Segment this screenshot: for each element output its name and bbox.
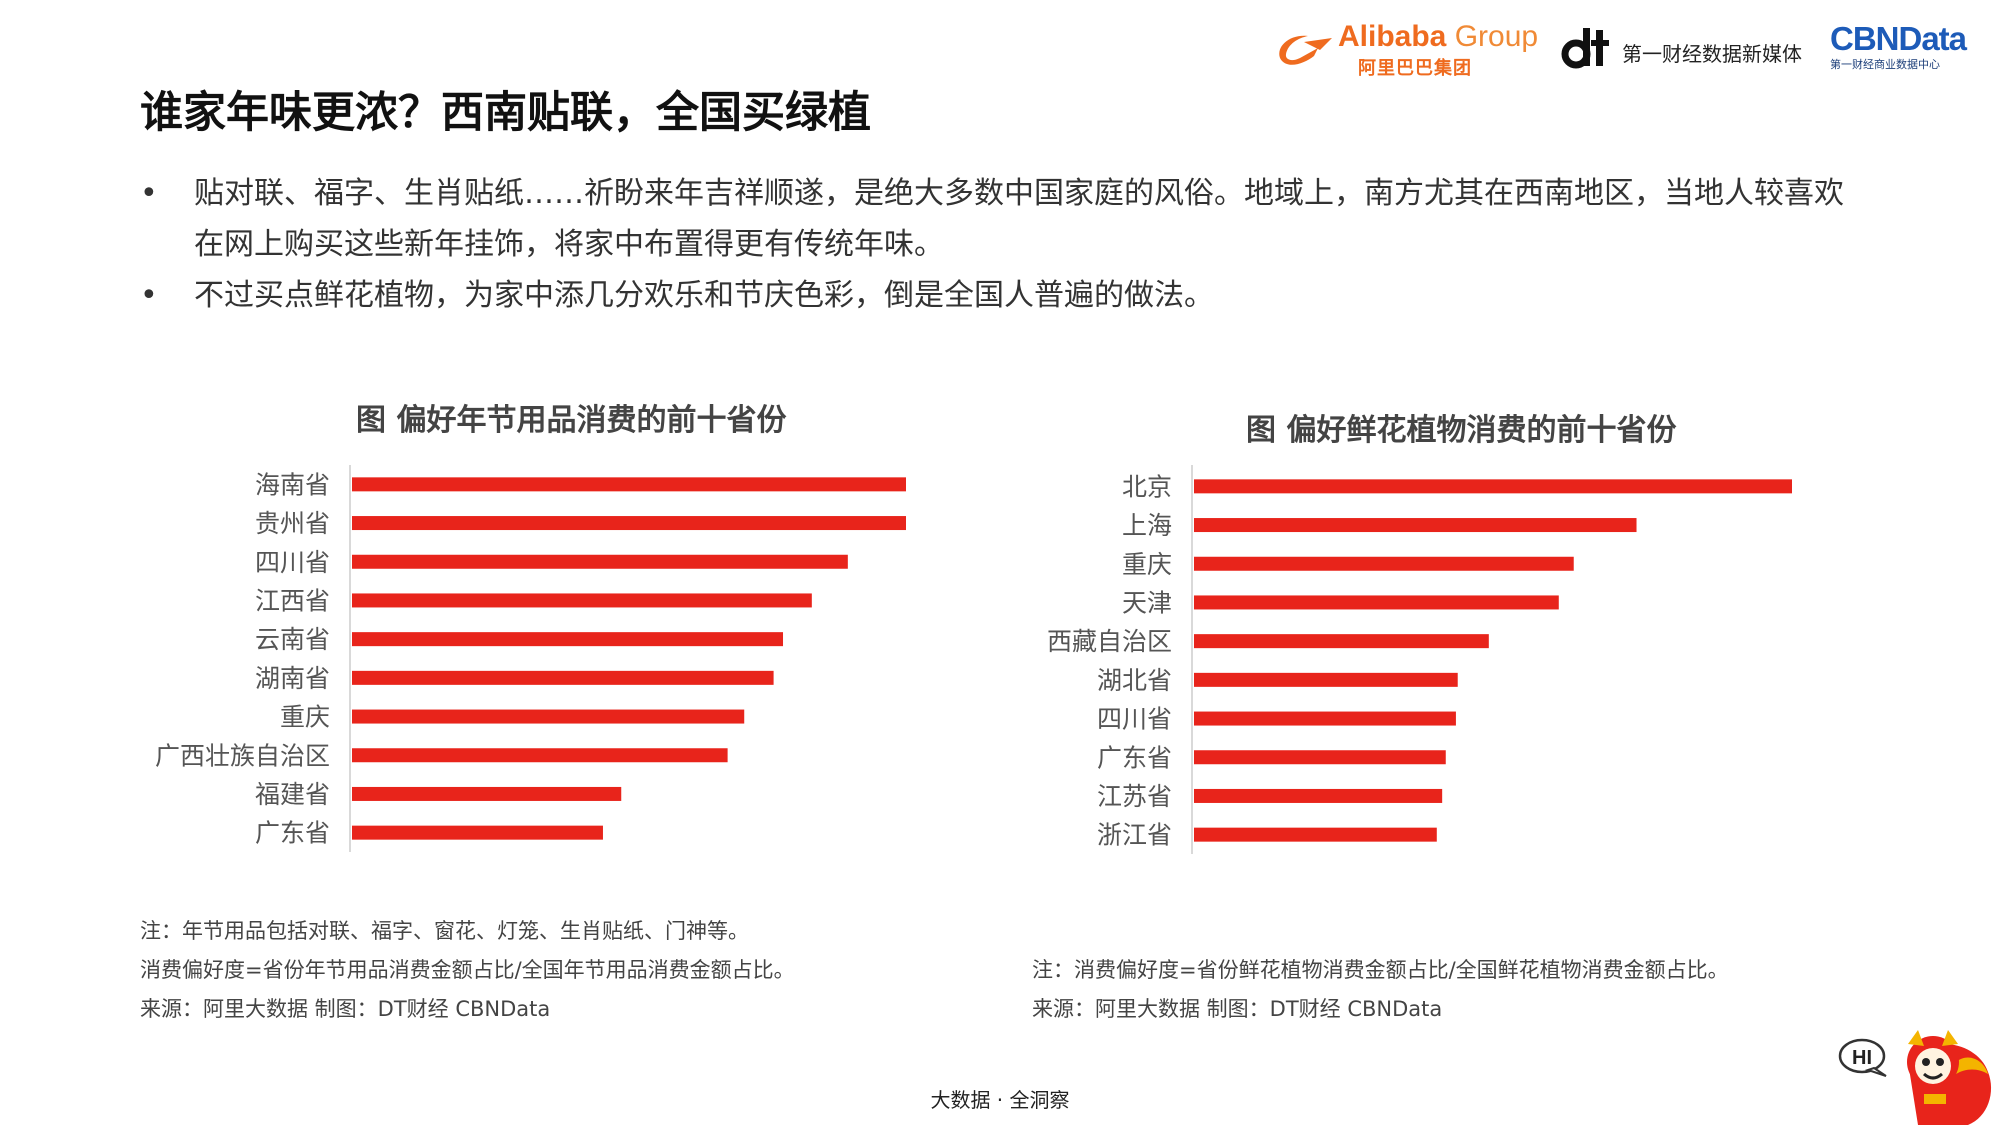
- category-label: 海南省: [255, 470, 330, 499]
- page-title: 谁家年味更浓？西南贴联，全国买绿植: [140, 88, 871, 138]
- category-label: 江西省: [255, 586, 330, 615]
- alibaba-group-logo: Alibaba Group 阿里巴巴集团: [1270, 20, 1540, 80]
- alibaba-smile-icon: [1279, 35, 1332, 65]
- dt-media-name: 第一财经数据新媒体: [1622, 42, 1802, 66]
- bullet-list: • 贴对联、福字、生肖贴纸……祈盼来年吉祥顺遂，是绝大多数中国家庭的风俗。地域上…: [140, 168, 1860, 321]
- bullet-item: • 贴对联、福字、生肖贴纸……祈盼来年吉祥顺遂，是绝大多数中国家庭的风俗。地域上…: [140, 168, 1860, 270]
- category-label: 广东省: [255, 819, 330, 848]
- cbndata-subtitle: 第一财经商业数据中心: [1830, 58, 1940, 71]
- bar: [352, 554, 848, 569]
- category-label: 广东省: [1097, 743, 1172, 772]
- cbndata-logo: CBNData 第一财经商业数据中心: [1830, 20, 1990, 80]
- lion-dance-mascot-icon: HI: [1838, 1030, 1992, 1125]
- category-label: 广西壮族自治区: [155, 741, 330, 770]
- bar: [1194, 634, 1489, 649]
- bullet-dot: •: [140, 176, 158, 211]
- bar: [1194, 750, 1446, 765]
- source-line: 来源：阿里大数据 制图：DT财经 CBNData: [140, 997, 551, 1021]
- bullet-text: 不过买点鲜花植物，为家中添几分欢乐和节庆色彩，倒是全国人普遍的做法。: [194, 278, 1214, 313]
- source-line: 来源：阿里大数据 制图：DT财经 CBNData: [1032, 997, 1443, 1021]
- bar: [1194, 672, 1458, 687]
- bar: [352, 593, 812, 608]
- bar: [352, 825, 603, 840]
- bar: [352, 516, 906, 531]
- bar: [352, 477, 906, 492]
- bullet-item: • 不过买点鲜花植物，为家中添几分欢乐和节庆色彩，倒是全国人普遍的做法。: [140, 270, 1860, 321]
- note-line: 注：消费偏好度=省份鲜花植物消费金额占比/全国鲜花植物消费金额占比。: [1032, 958, 1729, 982]
- festival-goods-chart: 图 偏好年节用品消费的前十省份 海南省贵州省四川省江西省云南省湖南省重庆广西壮族…: [120, 395, 920, 875]
- category-label: 云南省: [255, 625, 330, 654]
- bar: [1194, 556, 1574, 571]
- chart-title: 图 偏好鲜花植物消费的前十省份: [1246, 413, 1677, 448]
- bar: [1194, 827, 1437, 842]
- alibaba-wordmark: Alibaba Group: [1338, 20, 1539, 53]
- category-label: 重庆: [1122, 550, 1172, 579]
- category-label: 四川省: [255, 548, 330, 577]
- mascot-bubble-text: HI: [1852, 1047, 1872, 1069]
- chart-title: 图 偏好年节用品消费的前十省份: [356, 403, 787, 438]
- note-line: 注：年节用品包括对联、福字、窗花、灯笼、生肖贴纸、门神等。: [140, 919, 749, 943]
- bar: [1194, 788, 1443, 803]
- bullet-dot: •: [140, 278, 158, 313]
- category-label: 北京: [1122, 472, 1172, 501]
- bar: [352, 786, 622, 801]
- note-line: 消费偏好度=省份年节用品消费金额占比/全国年节用品消费金额占比。: [140, 958, 795, 982]
- category-label: 浙江省: [1097, 821, 1172, 850]
- category-label: 西藏自治区: [1047, 627, 1172, 656]
- alibaba-chinese-name: 阿里巴巴集团: [1358, 58, 1472, 79]
- bar: [352, 632, 784, 647]
- flowers-plants-chart: 图 偏好鲜花植物消费的前十省份 北京上海重庆天津西藏自治区湖北省四川省广东省江苏…: [1010, 395, 1830, 875]
- category-label: 湖南省: [255, 664, 330, 693]
- dt-media-logo: 第一财经数据新媒体: [1560, 24, 1810, 74]
- category-label: 上海: [1122, 511, 1172, 540]
- bar: [352, 709, 745, 724]
- category-label: 四川省: [1097, 705, 1172, 734]
- dt-icon: [1561, 28, 1609, 69]
- bar: [1194, 479, 1792, 494]
- bar: [352, 670, 774, 685]
- category-label: 贵州省: [255, 509, 330, 538]
- bar: [352, 748, 728, 763]
- category-label: 福建省: [255, 780, 330, 809]
- category-label: 重庆: [280, 703, 330, 732]
- category-label: 江苏省: [1097, 782, 1172, 811]
- notes-left: 注：年节用品包括对联、福字、窗花、灯笼、生肖贴纸、门神等。 消费偏好度=省份年节…: [140, 912, 795, 1029]
- bar: [1194, 518, 1637, 533]
- category-label: 湖北省: [1097, 666, 1172, 695]
- bar: [1194, 595, 1559, 610]
- footer-slogan: 大数据 · 全洞察: [930, 1088, 1070, 1112]
- header-logos: Alibaba Group 阿里巴巴集团 第一财经数据新媒体 CBNData 第…: [1270, 20, 1990, 80]
- bullet-text: 贴对联、福字、生肖贴纸……祈盼来年吉祥顺遂，是绝大多数中国家庭的风俗。地域上，南…: [194, 176, 1844, 262]
- category-label: 天津: [1122, 588, 1172, 617]
- notes-right: 注：消费偏好度=省份鲜花植物消费金额占比/全国鲜花植物消费金额占比。 来源：阿里…: [1032, 951, 1729, 1029]
- bar: [1194, 711, 1456, 726]
- cbndata-wordmark: CBNData: [1830, 20, 1967, 57]
